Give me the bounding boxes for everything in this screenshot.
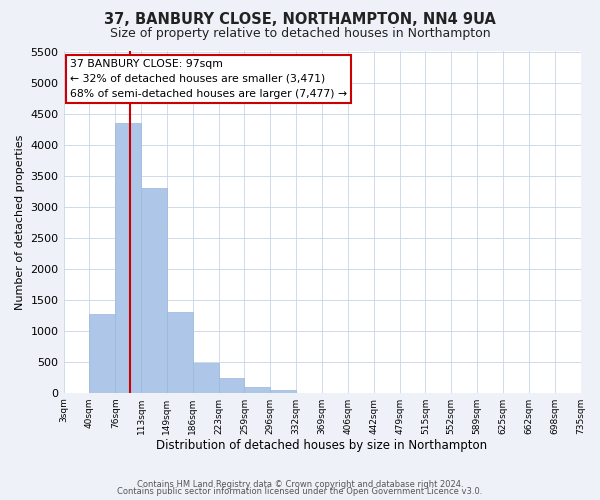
Bar <box>271 390 296 392</box>
Bar <box>115 124 141 392</box>
Text: Contains public sector information licensed under the Open Government Licence v3: Contains public sector information licen… <box>118 488 482 496</box>
Text: Size of property relative to detached houses in Northampton: Size of property relative to detached ho… <box>110 28 490 40</box>
Bar <box>193 363 218 392</box>
Bar <box>167 312 193 392</box>
Text: 37, BANBURY CLOSE, NORTHAMPTON, NN4 9UA: 37, BANBURY CLOSE, NORTHAMPTON, NN4 9UA <box>104 12 496 28</box>
Text: 37 BANBURY CLOSE: 97sqm
← 32% of detached houses are smaller (3,471)
68% of semi: 37 BANBURY CLOSE: 97sqm ← 32% of detache… <box>70 59 347 98</box>
Bar <box>141 188 167 392</box>
Bar <box>218 378 244 392</box>
Bar <box>89 314 115 392</box>
Text: Contains HM Land Registry data © Crown copyright and database right 2024.: Contains HM Land Registry data © Crown c… <box>137 480 463 489</box>
Y-axis label: Number of detached properties: Number of detached properties <box>15 134 25 310</box>
X-axis label: Distribution of detached houses by size in Northampton: Distribution of detached houses by size … <box>157 440 488 452</box>
Bar <box>244 387 271 392</box>
